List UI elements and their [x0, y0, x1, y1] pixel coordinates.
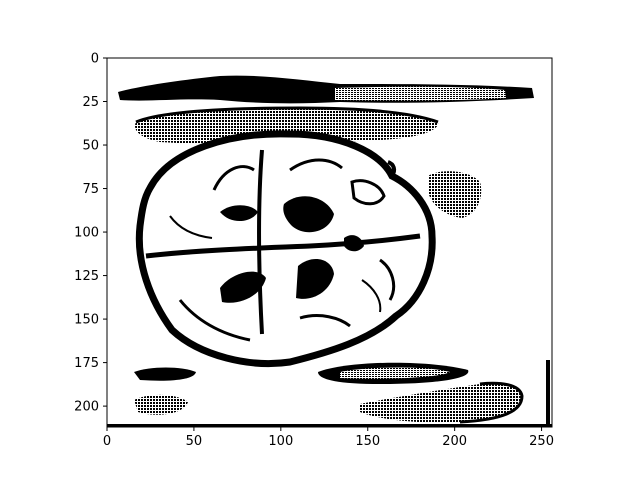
top-band-hatch [335, 86, 506, 101]
bottom-right-blob [360, 383, 522, 423]
bottom-edge-line [107, 424, 552, 427]
x-tick-label: 200 [442, 434, 467, 449]
x-tick-label: 50 [186, 434, 203, 449]
y-tick-label: 75 [82, 182, 99, 197]
y-tick-label: 25 [82, 95, 99, 110]
right-edge-line [546, 360, 550, 426]
y-tick-label: 175 [74, 356, 99, 371]
walnut-shape [135, 130, 436, 368]
y-tick-label: 0 [91, 52, 99, 67]
second-band-edge [135, 106, 439, 124]
x-tick-label: 150 [355, 434, 380, 449]
image-content [107, 58, 552, 427]
plot-frame [106, 57, 553, 428]
y-tick-label: 200 [74, 400, 99, 415]
bottom-left-small [134, 394, 188, 415]
bottom-left-blob [134, 367, 196, 381]
x-tick-label: 100 [268, 434, 293, 449]
bottom-center-hatch [340, 367, 450, 379]
right-blob [428, 171, 482, 218]
y-tick-label: 150 [74, 313, 99, 328]
y-tick-label: 100 [74, 226, 99, 241]
x-tick-label: 0 [103, 434, 111, 449]
y-tick-label: 50 [82, 139, 99, 154]
y-tick-label: 125 [74, 269, 99, 284]
x-axis: 0 50 100 150 200 250 [103, 427, 554, 449]
x-tick-label: 250 [529, 434, 554, 449]
bottom-right-edge [459, 381, 524, 424]
y-axis: 0 25 50 75 100 125 150 175 200 [74, 52, 107, 415]
second-band [135, 108, 439, 145]
